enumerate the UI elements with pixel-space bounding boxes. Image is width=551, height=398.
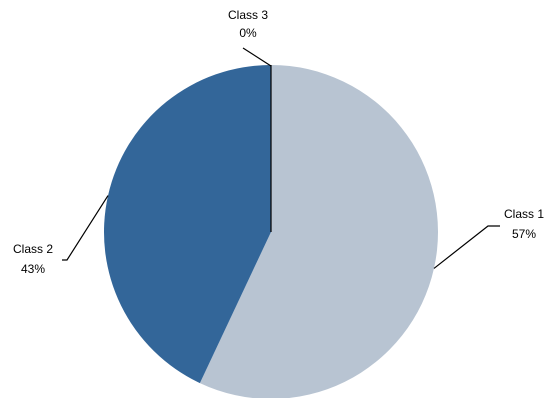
leader-line-class-2 <box>62 195 109 261</box>
pie-slices <box>104 65 438 398</box>
leader-lines <box>62 47 500 269</box>
pie-slice-class-2 <box>104 65 271 384</box>
slice-value-class-3: 0% <box>239 26 257 40</box>
slice-label-class-1: Class 1 <box>504 207 544 221</box>
slice-label-class-3: Class 3 <box>228 8 268 22</box>
leader-line-class-1 <box>433 225 500 269</box>
pie-slice-class-1 <box>199 65 438 398</box>
slice-value-class-1: 57% <box>512 227 536 241</box>
leader-line-class-3 <box>242 47 272 232</box>
slice-value-class-2: 43% <box>21 262 45 276</box>
slice-label-class-2: Class 2 <box>13 242 53 256</box>
